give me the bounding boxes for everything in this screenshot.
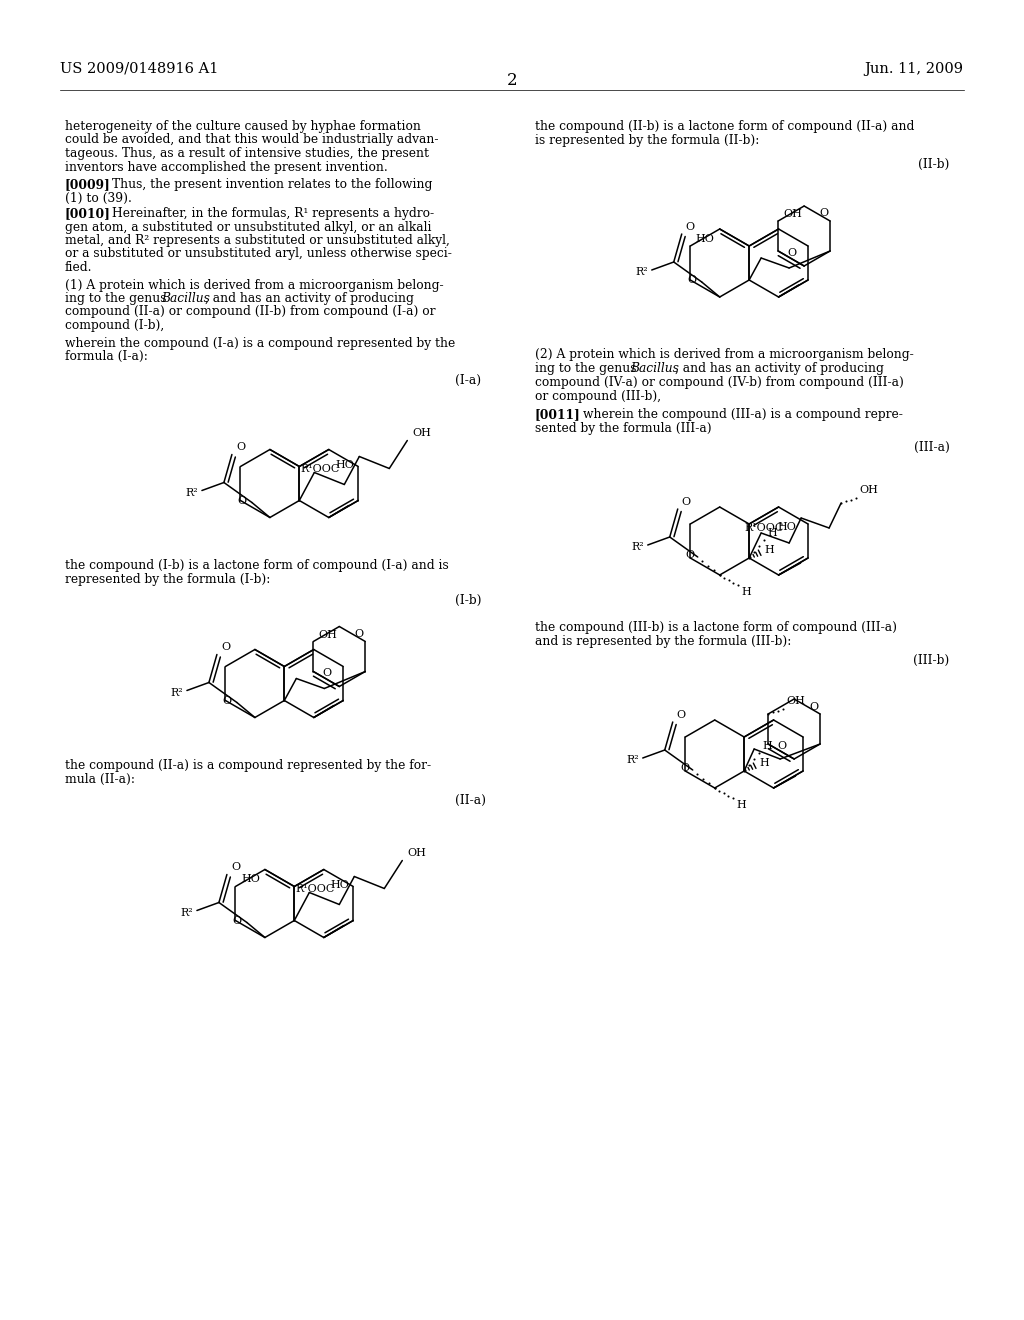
Text: compound (II-a) or compound (II-b) from compound (I-a) or: compound (II-a) or compound (II-b) from … (65, 305, 435, 318)
Text: O: O (809, 701, 818, 711)
Text: OH: OH (408, 849, 426, 858)
Text: US 2009/0148916 A1: US 2009/0148916 A1 (60, 62, 218, 77)
Text: mula (II-a):: mula (II-a): (65, 772, 135, 785)
Text: HO: HO (241, 874, 260, 884)
Text: OH: OH (318, 630, 337, 639)
Text: or a substituted or unsubstituted aryl, unless otherwise speci-: or a substituted or unsubstituted aryl, … (65, 248, 452, 260)
Text: inventors have accomplished the present invention.: inventors have accomplished the present … (65, 161, 388, 173)
Text: (1) A protein which is derived from a microorganism belong-: (1) A protein which is derived from a mi… (65, 279, 443, 292)
Text: (2) A protein which is derived from a microorganism belong-: (2) A protein which is derived from a mi… (535, 348, 913, 360)
Text: represented by the formula (I-b):: represented by the formula (I-b): (65, 573, 270, 586)
Text: R²: R² (170, 688, 183, 697)
Text: O: O (323, 668, 332, 678)
Text: , and has an activity of producing: , and has an activity of producing (675, 362, 884, 375)
Text: R¹OOC: R¹OOC (744, 523, 784, 533)
Text: O: O (777, 741, 786, 751)
Text: Hereinafter, in the formulas, R¹ represents a hydro-: Hereinafter, in the formulas, R¹ represe… (112, 207, 434, 220)
Text: O: O (682, 498, 691, 507)
Text: O: O (221, 643, 230, 652)
Text: H: H (767, 528, 777, 539)
Text: O: O (354, 630, 364, 639)
Text: HO: HO (777, 521, 796, 532)
Text: tageous. Thus, as a result of intensive studies, the present: tageous. Thus, as a result of intensive … (65, 147, 429, 160)
Text: the compound (III-b) is a lactone form of compound (III-a): the compound (III-b) is a lactone form o… (535, 620, 897, 634)
Text: H: H (741, 587, 752, 597)
Text: (I-a): (I-a) (455, 374, 481, 387)
Text: HO: HO (696, 234, 715, 244)
Text: O: O (223, 696, 231, 705)
Text: the compound (I-b) is a lactone form of compound (I-a) and is: the compound (I-b) is a lactone form of … (65, 558, 449, 572)
Text: O: O (686, 222, 695, 232)
Text: fied.: fied. (65, 261, 92, 275)
Text: H: H (762, 741, 772, 751)
Text: ing to the genus: ing to the genus (535, 362, 640, 375)
Text: O: O (787, 248, 796, 257)
Text: H: H (759, 758, 769, 768)
Text: (1) to (39).: (1) to (39). (65, 191, 132, 205)
Text: O: O (677, 710, 686, 719)
Text: compound (IV-a) or compound (IV-b) from compound (III-a): compound (IV-a) or compound (IV-b) from … (535, 376, 903, 389)
Text: Bacillus: Bacillus (630, 362, 679, 375)
Text: R²: R² (631, 543, 644, 552)
Text: R²: R² (635, 267, 648, 277)
Text: formula (I-a):: formula (I-a): (65, 350, 147, 363)
Text: the compound (II-b) is a lactone form of compound (II-a) and: the compound (II-b) is a lactone form of… (535, 120, 914, 133)
Text: the compound (II-a) is a compound represented by the for-: the compound (II-a) is a compound repres… (65, 759, 431, 771)
Text: 2: 2 (507, 73, 517, 88)
Text: O: O (681, 763, 690, 774)
Text: R²: R² (626, 755, 639, 766)
Text: metal, and R² represents a substituted or unsubstituted alkyl,: metal, and R² represents a substituted o… (65, 234, 450, 247)
Text: gen atom, a substituted or unsubstituted alkyl, or an alkali: gen atom, a substituted or unsubstituted… (65, 220, 431, 234)
Text: heterogeneity of the culture caused by hyphae formation: heterogeneity of the culture caused by h… (65, 120, 421, 133)
Text: Bacillus: Bacillus (161, 292, 210, 305)
Text: (II-a): (II-a) (455, 793, 485, 807)
Text: (III-b): (III-b) (913, 653, 949, 667)
Text: compound (I-b),: compound (I-b), (65, 319, 164, 333)
Text: [0011]: [0011] (535, 408, 581, 421)
Text: sented by the formula (III-a): sented by the formula (III-a) (535, 422, 712, 436)
Text: wherein the compound (I-a) is a compound represented by the: wherein the compound (I-a) is a compound… (65, 337, 456, 350)
Text: and is represented by the formula (III-b):: and is represented by the formula (III-b… (535, 635, 792, 648)
Text: O: O (236, 442, 245, 453)
Text: H: H (764, 545, 774, 554)
Text: R¹OOC: R¹OOC (300, 465, 339, 474)
Text: HO: HO (336, 461, 354, 470)
Text: ing to the genus: ing to the genus (65, 292, 170, 305)
Text: OH: OH (783, 209, 802, 219)
Text: R¹OOC: R¹OOC (295, 884, 334, 895)
Text: (III-a): (III-a) (913, 441, 949, 454)
Text: Jun. 11, 2009: Jun. 11, 2009 (864, 62, 964, 77)
Text: wherein the compound (III-a) is a compound repre-: wherein the compound (III-a) is a compou… (583, 408, 902, 421)
Text: or compound (III-b),: or compound (III-b), (535, 389, 660, 403)
Text: is represented by the formula (II-b):: is represented by the formula (II-b): (535, 135, 759, 147)
Text: [0009]: [0009] (65, 178, 111, 191)
Text: O: O (230, 862, 240, 873)
Text: Thus, the present invention relates to the following: Thus, the present invention relates to t… (112, 178, 432, 191)
Text: O: O (687, 275, 696, 285)
Text: O: O (686, 550, 694, 560)
Text: O: O (232, 916, 242, 925)
Text: , and has an activity of producing: , and has an activity of producing (205, 292, 414, 305)
Text: OH: OH (413, 429, 431, 438)
Text: H: H (736, 800, 746, 810)
Text: O: O (238, 495, 247, 506)
Text: HO: HO (331, 880, 349, 891)
Text: could be avoided, and that this would be industrially advan-: could be avoided, and that this would be… (65, 133, 438, 147)
Text: R²: R² (185, 487, 198, 498)
Text: (II-b): (II-b) (919, 158, 949, 172)
Text: OH: OH (786, 696, 805, 706)
Text: R²: R² (180, 908, 193, 917)
Text: OH: OH (859, 484, 878, 495)
Text: (I-b): (I-b) (455, 594, 481, 606)
Text: [0010]: [0010] (65, 207, 111, 220)
Text: O: O (819, 209, 828, 219)
